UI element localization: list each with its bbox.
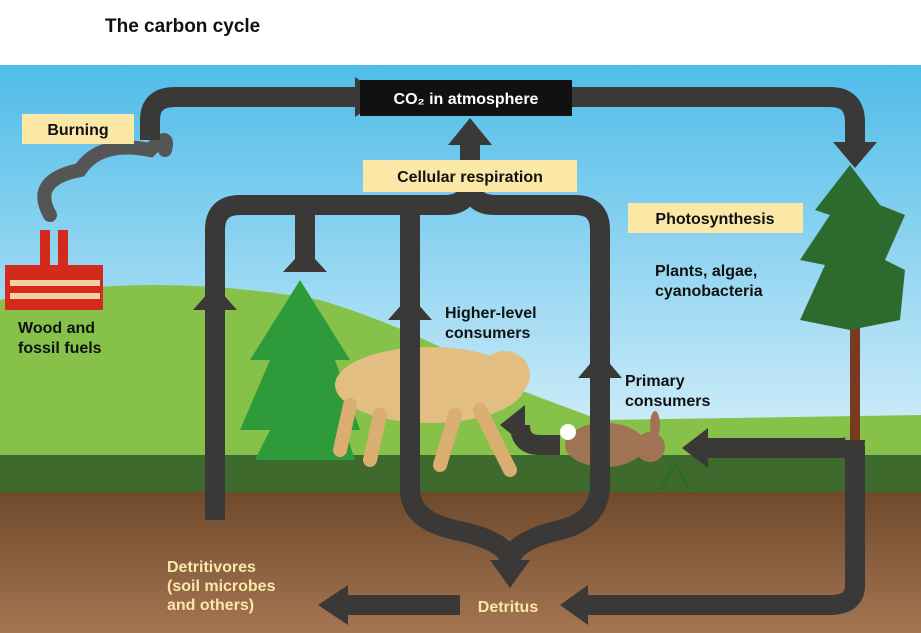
label-line: Plants, algae, bbox=[655, 263, 757, 280]
label-line: cyanobacteria bbox=[655, 283, 763, 300]
label-line: consumers bbox=[445, 325, 530, 342]
co2-label: CO₂ in atmosphere bbox=[394, 91, 539, 108]
page: {"title":"The carbon cycle", "nodes":[ {… bbox=[0, 0, 921, 633]
arrow-to-primary bbox=[705, 440, 855, 448]
label-line: and others) bbox=[167, 597, 254, 614]
title: The carbon cycle bbox=[105, 16, 260, 37]
label-line: Wood and bbox=[18, 320, 95, 337]
photosynthesis-label: Photosynthesis bbox=[655, 211, 774, 228]
diagram: The carbon cycle CO₂ in atmosphere Burni… bbox=[0, 0, 921, 633]
label-line: Primary bbox=[625, 373, 685, 390]
label-line: consumers bbox=[625, 393, 710, 410]
label-line: Higher-level bbox=[445, 305, 537, 322]
grass bbox=[0, 455, 921, 495]
burning-label: Burning bbox=[47, 122, 108, 139]
label-line: fossil fuels bbox=[18, 340, 102, 357]
detritus-label: Detritus bbox=[478, 599, 539, 616]
label-line: Detritivores bbox=[167, 559, 256, 576]
respiration-label: Cellular respiration bbox=[397, 169, 543, 186]
label-line: (soil microbes bbox=[167, 578, 276, 595]
